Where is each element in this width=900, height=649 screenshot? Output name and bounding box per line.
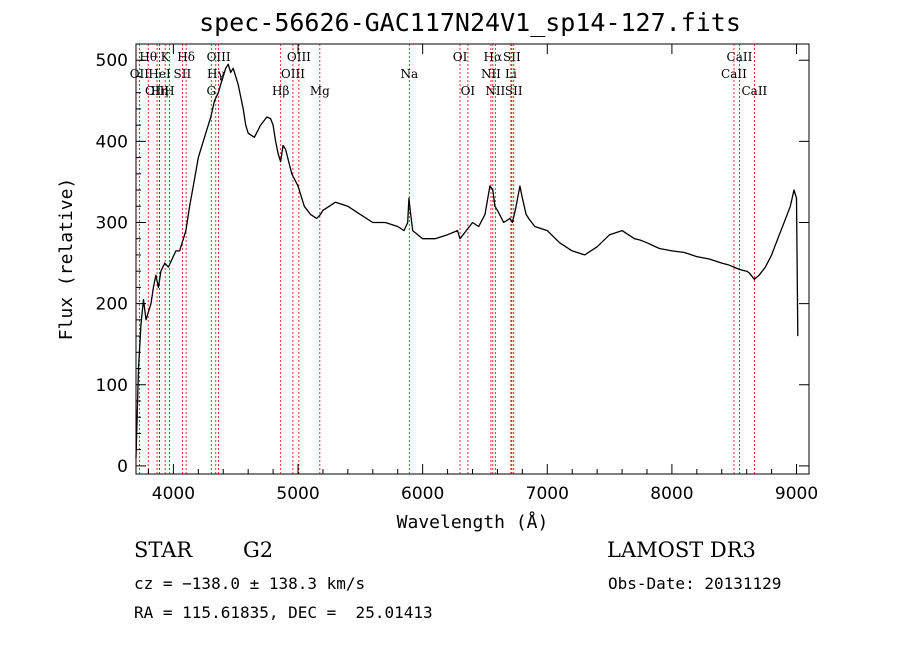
line-label: H <box>164 84 174 98</box>
line-label: OI <box>453 50 468 64</box>
line-label: Li <box>505 67 517 81</box>
redshift-readout: cz = −138.0 ± 138.3 km/s <box>134 574 366 593</box>
line-label: Hβ <box>272 84 289 98</box>
y-tick-label: 400 <box>96 132 128 152</box>
line-label: K <box>161 50 171 64</box>
chart-title: spec-56626-GAC117N24V1_sp14-127.fits <box>199 8 741 37</box>
spectrum-line <box>135 63 799 458</box>
x-tick-label: 5000 <box>276 484 319 504</box>
line-label: NII <box>481 67 501 81</box>
y-tick-label: 100 <box>96 376 128 396</box>
line-label: SII <box>503 50 521 64</box>
y-axis-label: Flux (relative) <box>56 178 77 341</box>
x-tick-label: 6000 <box>401 484 444 504</box>
y-tick-label: 0 <box>117 457 128 477</box>
line-label: NII <box>485 84 505 98</box>
line-label: OII <box>130 67 150 81</box>
line-label: OIII <box>145 84 169 98</box>
obs-date: Obs-Date: 20131129 <box>608 574 782 593</box>
y-tick-label: 200 <box>96 295 128 315</box>
object-class: STAR <box>134 538 193 562</box>
line-label: OIII <box>207 50 231 64</box>
line-label: SII <box>505 84 523 98</box>
line-label: OIII <box>281 67 305 81</box>
y-tick-label: 300 <box>96 213 128 233</box>
x-tick-label: 9000 <box>775 484 818 504</box>
survey-label: LAMOST DR3 <box>607 538 756 562</box>
x-tick-label: 7000 <box>526 484 569 504</box>
line-label: Mg <box>310 84 330 98</box>
line-label: CaII <box>721 67 747 81</box>
y-tick-label: 500 <box>96 51 128 71</box>
line-label: Hθ <box>139 50 157 64</box>
line-label: SII <box>174 67 192 81</box>
line-label: CaII <box>741 84 767 98</box>
line-label: CaII <box>727 50 753 64</box>
line-label: Hη <box>151 84 169 98</box>
line-label: HeI <box>148 67 171 81</box>
line-label: Na <box>400 67 418 81</box>
x-tick-label: 8000 <box>650 484 693 504</box>
x-axis-label: Wavelength (Å) <box>397 511 549 533</box>
line-label: G <box>206 84 216 98</box>
line-label: Hδ <box>177 50 195 64</box>
object-subclass: G2 <box>243 538 274 562</box>
line-label: OIII <box>287 50 311 64</box>
line-label: Hα <box>484 50 503 64</box>
coordinates: RA = 115.61835, DEC = 25.01413 <box>134 603 433 622</box>
x-tick-label: 4000 <box>152 484 195 504</box>
line-label: OI <box>461 84 476 98</box>
